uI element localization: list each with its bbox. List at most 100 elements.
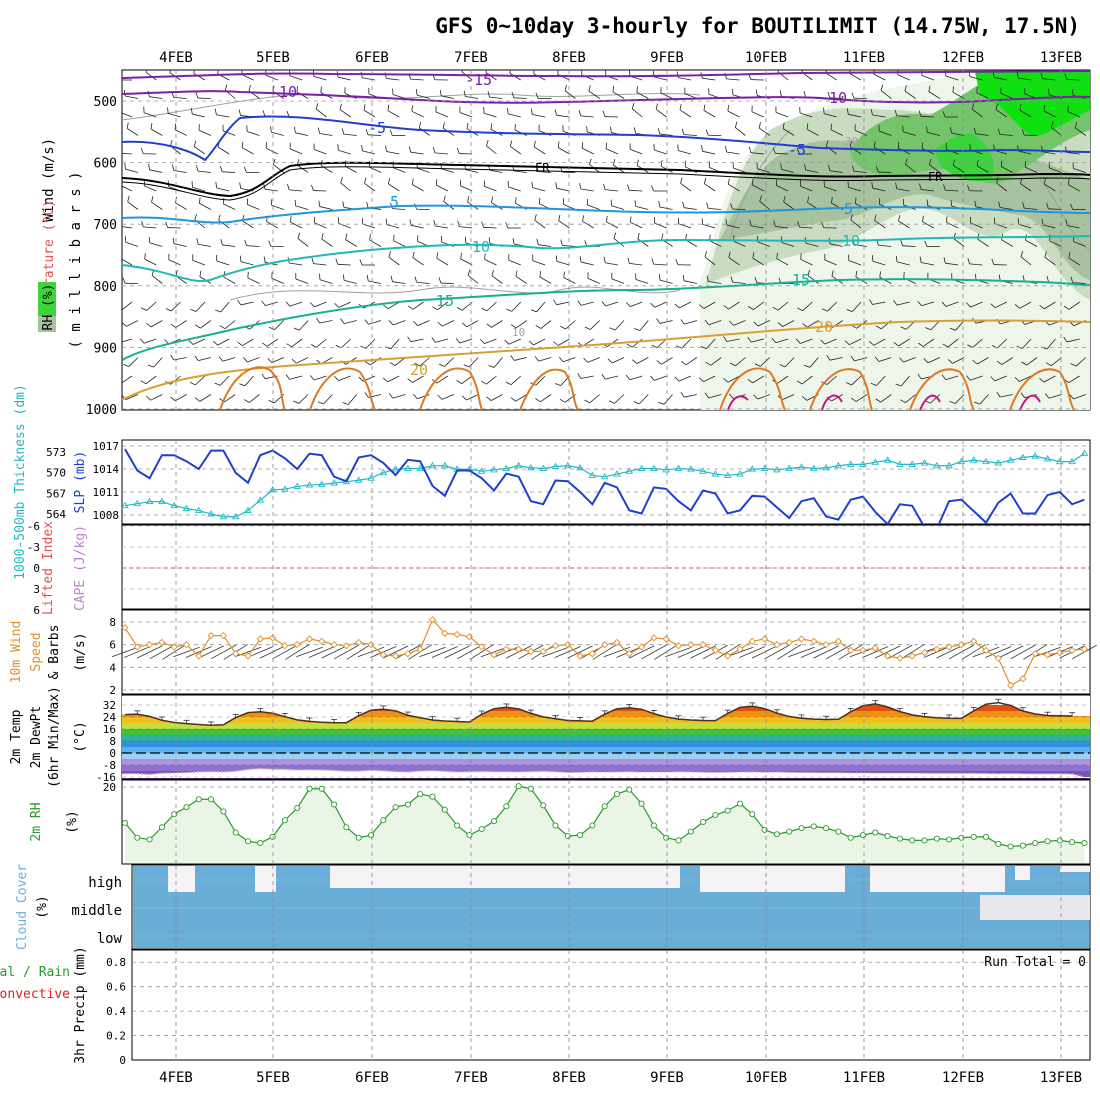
wind-barb-flag xyxy=(855,197,857,204)
wind-barb xyxy=(363,109,376,118)
wind-barb-flag xyxy=(485,70,487,73)
wind-barb xyxy=(410,78,424,81)
rh2m-point xyxy=(355,834,362,841)
wind-barb xyxy=(659,206,673,210)
wind10-barb xyxy=(654,644,679,660)
temp-tick: -16 xyxy=(96,771,116,784)
thickness-point xyxy=(969,456,978,463)
wind-barb xyxy=(630,148,643,155)
temp-tick: 32 xyxy=(103,699,116,712)
rh2m-point xyxy=(318,785,325,792)
cape-li-panel: -6 -3 0 3 6 Lifted Index CAPE (J/kg) xyxy=(27,520,1091,617)
wind-barb xyxy=(805,242,819,247)
rh2m-point xyxy=(171,811,178,818)
rh2m-point xyxy=(700,818,707,826)
wind-barb-flag xyxy=(321,233,324,240)
wind-barb xyxy=(854,170,868,173)
rh2m-point xyxy=(1044,838,1051,845)
wind-barb-flag xyxy=(703,104,706,111)
wind-barb-flag xyxy=(214,382,221,386)
wind-barb-flag xyxy=(193,140,197,147)
wind-barb xyxy=(410,151,424,155)
temp-band xyxy=(122,723,1090,729)
wind-barb xyxy=(997,338,1008,349)
wind-barb-flag xyxy=(219,165,223,172)
wind-barb-flag xyxy=(855,270,858,277)
wind-barb xyxy=(150,320,163,328)
wind-barb-flag xyxy=(415,89,418,96)
wind-barb xyxy=(580,188,594,192)
wind-barb xyxy=(929,164,941,173)
rh2m-point xyxy=(638,800,645,807)
wind-barb-flag xyxy=(658,201,661,208)
wind10-barb xyxy=(997,645,1024,659)
wind-barb xyxy=(702,150,716,155)
wind-barb-flag xyxy=(560,239,563,246)
wind-barb-flag xyxy=(633,127,636,134)
wind-barb-flag xyxy=(755,89,758,96)
wind-barb xyxy=(1066,152,1080,155)
wind-barb xyxy=(678,375,692,382)
wind-barb xyxy=(319,320,333,324)
wind-barb-flag xyxy=(734,121,738,128)
wind-barb-flag xyxy=(871,182,874,189)
wind-barb xyxy=(392,320,406,326)
wind-barb-flag xyxy=(1046,276,1049,283)
thickness-point xyxy=(219,512,228,520)
wind-barb-flag xyxy=(463,90,466,97)
wind-barb-flag xyxy=(753,321,759,327)
wind-barb xyxy=(975,133,989,136)
temp-contour-fr xyxy=(122,161,1090,198)
wind-barb xyxy=(751,338,764,343)
wind-barb xyxy=(727,110,740,118)
wind-barb-flag xyxy=(364,177,367,184)
wind-barb xyxy=(556,261,570,266)
thickness-point xyxy=(1031,452,1039,459)
wind10-point xyxy=(305,635,314,643)
wind-barb xyxy=(709,240,722,247)
wind-barb xyxy=(783,201,795,210)
thickness-point xyxy=(231,512,240,520)
contour-label-minus5b: -5 xyxy=(788,141,806,159)
date-label-bottom: 13FEB xyxy=(1040,1070,1082,1086)
wind-barb-flag xyxy=(807,269,811,276)
wind-barb xyxy=(515,320,528,329)
wind-barb-flag xyxy=(588,85,591,92)
wind-barb xyxy=(1001,166,1013,173)
wind-barb xyxy=(265,147,278,155)
wind-barb-flag xyxy=(438,363,445,367)
wind-barb-flag xyxy=(601,374,606,380)
wind-barb-flag xyxy=(122,277,126,284)
thickness-point xyxy=(195,506,203,514)
wind-barb-flag xyxy=(1070,276,1074,283)
wind-barb-flag xyxy=(795,338,801,344)
wind-barb xyxy=(1074,127,1086,136)
wind-barb-flag xyxy=(676,345,682,349)
wind-barb-flag xyxy=(732,88,734,95)
wind-barb xyxy=(441,394,455,400)
thickness-point xyxy=(736,470,744,477)
wind-barb xyxy=(122,226,133,229)
wind-barb-flag xyxy=(407,305,414,310)
wind-barb xyxy=(922,221,935,229)
wind-barb xyxy=(1044,257,1056,266)
wind-barb-flag xyxy=(170,323,176,328)
wind-barb-flag xyxy=(850,214,853,221)
wind-barb-flag xyxy=(413,321,418,326)
rh2m-point xyxy=(158,824,165,831)
wind-barb-flag xyxy=(261,373,266,379)
wind-barb xyxy=(393,167,406,173)
wind-barb xyxy=(977,165,989,173)
wind10-point xyxy=(1031,650,1039,658)
wind-barb-flag xyxy=(290,216,292,223)
wind-barb xyxy=(170,301,181,312)
wind10-point xyxy=(379,651,387,659)
wind-barb xyxy=(271,131,284,136)
wind10-barb xyxy=(469,644,494,660)
wind-barb xyxy=(1075,357,1086,367)
wind-barb xyxy=(247,357,260,363)
wind10-point xyxy=(502,645,510,653)
wind-barb xyxy=(800,185,813,192)
wind-barb-flag xyxy=(536,238,539,245)
temp-contour-minus10 xyxy=(122,90,1090,104)
